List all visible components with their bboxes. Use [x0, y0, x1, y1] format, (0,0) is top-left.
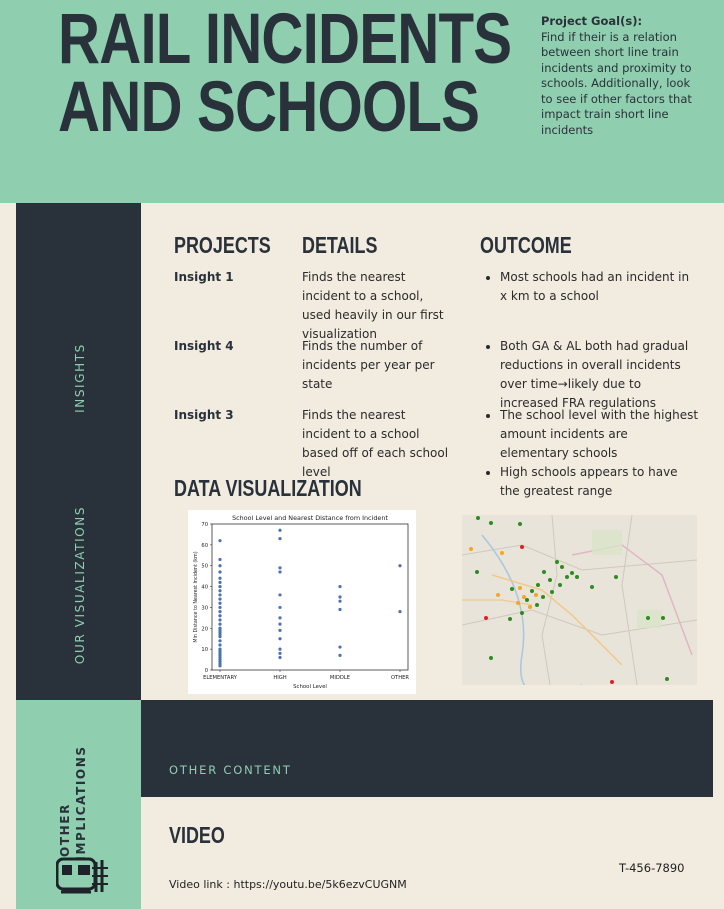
outcome-item: High schools appears to have the greates…	[500, 463, 700, 501]
chart-title: School Level and Nearest Distance from I…	[232, 514, 388, 522]
data-point	[338, 599, 342, 603]
data-point	[278, 528, 282, 532]
data-point	[338, 607, 342, 612]
data-point	[218, 557, 222, 562]
implications-label-line1: OTHER	[58, 803, 72, 857]
data-point	[218, 635, 222, 639]
y-tick-label: 20	[201, 626, 208, 632]
data-point	[218, 570, 222, 574]
data-point	[278, 566, 282, 570]
data-point	[218, 643, 222, 647]
y-tick-label: 50	[201, 564, 208, 570]
data-point	[218, 580, 222, 584]
outcome-heading: OUTCOME	[480, 232, 572, 258]
title-line-2: AND SCHOOLS	[58, 68, 480, 147]
data-point	[278, 605, 282, 610]
implications-label-line2: IMPLICATIONS	[74, 745, 88, 861]
data-point	[218, 564, 222, 568]
insight-3-detail: Finds the nearest incident to a school b…	[302, 408, 449, 479]
data-point	[218, 597, 222, 601]
scatter-chart-svg: School Level and Nearest Distance from I…	[193, 514, 409, 690]
y-tick-label: 0	[205, 668, 208, 674]
projects-heading: PROJECTS	[174, 232, 271, 258]
data-point	[218, 601, 222, 605]
train-icon	[56, 857, 108, 894]
y-tick-label: 30	[201, 605, 208, 611]
x-tick-label: HIGH	[273, 675, 286, 681]
data-point	[278, 647, 282, 651]
x-tick-label: MIDDLE	[330, 675, 350, 681]
scatter-chart: School Level and Nearest Distance from I…	[188, 510, 416, 694]
y-axis-label: Min Distance to Nearest Incident (km)	[193, 551, 199, 642]
insights-label: INSIGHTS	[73, 343, 87, 413]
data-point	[218, 639, 222, 643]
header-banner: RAIL INCIDENTS AND SCHOOLS Project Goal(…	[0, 0, 724, 203]
data-point	[218, 584, 222, 589]
data-point	[278, 637, 282, 641]
insight-1-detail: Finds the nearest incident to a school, …	[302, 270, 444, 341]
project-goal: Project Goal(s): Find if their is a rela…	[541, 14, 701, 138]
data-point	[278, 537, 282, 541]
page-title: RAIL INCIDENTS AND SCHOOLS	[58, 0, 512, 147]
insight-4-detail: Finds the number of incidents per year p…	[302, 339, 435, 391]
x-tick-label: ELEMENTARY	[203, 675, 238, 681]
data-point	[338, 584, 342, 589]
data-point	[398, 564, 402, 568]
data-point	[278, 616, 282, 620]
phone-number: T-456-7890	[619, 861, 685, 875]
data-point	[218, 576, 222, 580]
data-point	[398, 610, 402, 614]
goal-heading: Project Goal(s):	[541, 14, 643, 28]
y-tick-label: 40	[201, 585, 208, 591]
goal-text: Find if their is a relation between shor…	[541, 29, 692, 137]
sidebar-dark	[16, 203, 141, 700]
data-point	[338, 653, 342, 657]
incident-map	[462, 515, 697, 685]
y-tick-label: 10	[201, 647, 208, 653]
other-content-label: OTHER CONTENT	[169, 763, 292, 777]
data-point	[218, 589, 222, 593]
outcome-list-2: Both GA & AL both had gradual reductions…	[484, 337, 700, 413]
y-tick-label: 60	[201, 543, 208, 549]
data-point	[278, 628, 282, 632]
other-content-band	[141, 700, 713, 797]
x-tick-label: OTHER	[391, 675, 409, 681]
data-visualization-heading: DATA VISUALIZATION	[174, 475, 362, 501]
visualizations-label: OUR VISUALIZATIONS	[73, 505, 87, 665]
data-point	[218, 622, 222, 626]
outcome-item: The school level with the highest amount…	[500, 406, 700, 463]
data-point	[218, 610, 222, 614]
title-line-1: RAIL INCIDENTS	[58, 0, 512, 79]
chart-plot-frame	[211, 523, 409, 671]
map-icon	[462, 515, 697, 685]
data-point	[278, 570, 282, 574]
y-tick-label: 70	[201, 522, 208, 528]
insight-4-label: Insight 4	[174, 339, 234, 353]
details-heading: DETAILS	[302, 232, 378, 258]
data-point	[278, 651, 282, 655]
data-point	[218, 593, 222, 597]
x-axis-label: School Level	[293, 684, 327, 690]
outcome-item: Both GA & AL both had gradual reductions…	[500, 337, 700, 413]
data-point	[218, 605, 222, 610]
video-heading: VIDEO	[169, 822, 225, 848]
data-point	[338, 645, 342, 649]
data-point	[338, 595, 342, 599]
insight-3-label: Insight 3	[174, 408, 234, 422]
data-point	[218, 614, 222, 618]
data-point	[278, 593, 282, 597]
data-point	[278, 655, 282, 660]
outcome-list-1: Most schools had an incident in x km to …	[484, 268, 700, 306]
outcome-list-3: The school level with the highest amount…	[484, 406, 700, 501]
data-point	[278, 622, 282, 626]
data-point	[218, 618, 222, 622]
outcome-item: Most schools had an incident in x km to …	[500, 268, 700, 306]
data-point	[218, 664, 222, 668]
insight-1-label: Insight 1	[174, 270, 234, 284]
video-link[interactable]: Video link : https://youtu.be/5k6ezvCUGN…	[169, 878, 407, 891]
data-point	[218, 539, 222, 543]
